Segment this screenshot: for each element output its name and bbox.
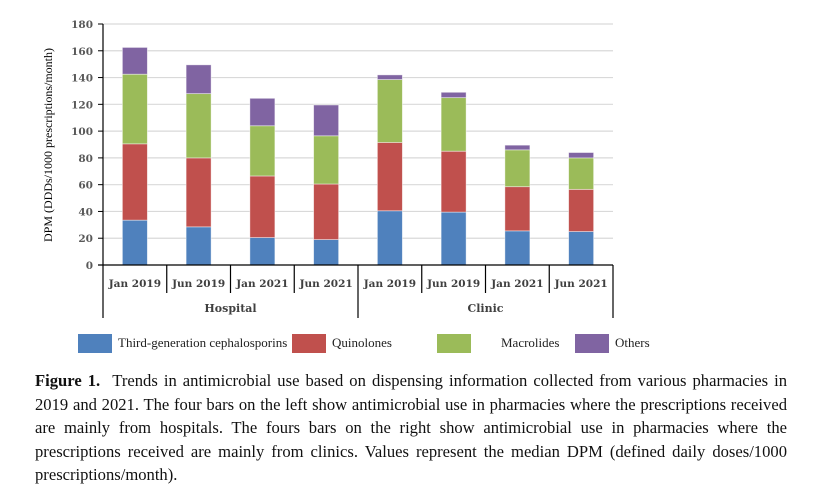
stacked-bar-chart: 0 20 40 60 80 100 120 140 160 180 Jan 2019 Jun 201… (41, 19, 614, 318)
legend: Third-generation cephalosporins Quinolon… (78, 333, 650, 353)
y-tick-label: 40 (78, 206, 93, 218)
x-group-labels: Hospital Clinic (204, 302, 503, 315)
bar-segment-others (185, 64, 212, 95)
legend-swatch-macrolides (437, 333, 471, 353)
caption-label: Figure 1. (35, 371, 101, 390)
legend-swatch-cephalosporins (78, 333, 112, 353)
bar-segment-macrolides (185, 93, 212, 159)
bar-segment-others (313, 104, 340, 137)
legend-item-macrolides: Macrolides (437, 333, 559, 353)
x-category-label: Jun 2021 (554, 278, 608, 290)
legend-item-others: Others (575, 333, 650, 353)
bar-segment-others (249, 97, 276, 127)
bar-segment-quinolones (440, 150, 467, 213)
bar-segment-quinolones (313, 183, 340, 240)
x-category-label: Jun 2019 (426, 278, 480, 290)
legend-item-cephalosporins: Third-generation cephalosporins (78, 333, 287, 353)
bar-segment-quinolones (568, 188, 595, 232)
bar-segment-cephalosporins (504, 230, 531, 266)
x-category-label: Jan 2021 (235, 278, 288, 290)
y-tick-labels: 0 20 40 60 80 100 120 140 160 180 (71, 19, 93, 272)
legend-swatch-quinolones (292, 333, 326, 353)
x-category-label: Jan 2019 (108, 278, 161, 290)
legend-label-cephalosporins: Third-generation cephalosporins (118, 335, 288, 350)
bar-segment-macrolides (568, 157, 595, 190)
y-tick-label: 80 (78, 153, 93, 165)
bar-segment-quinolones (376, 142, 403, 212)
bar-segment-cephalosporins (313, 239, 340, 266)
bar-segment-cephalosporins (440, 211, 467, 266)
legend-item-quinolones: Quinolones (292, 333, 392, 353)
legend-label-quinolones: Quinolones (332, 335, 392, 350)
gridlines (103, 23, 613, 239)
legend-swatch-others (575, 333, 609, 353)
bar-segment-macrolides (313, 135, 340, 185)
bar-segment-macrolides (440, 97, 467, 152)
x-category-label: Jan 2021 (490, 278, 543, 290)
bars (121, 47, 595, 266)
y-tick-label: 0 (86, 260, 93, 272)
y-axis-label: DPM (DDDs/1000 prescriptions/month) (41, 48, 55, 242)
y-tick-label: 100 (71, 126, 93, 138)
y-tick-label: 20 (78, 233, 93, 245)
y-tick-label: 120 (71, 99, 93, 111)
bar-segment-macrolides (249, 125, 276, 177)
bar-segment-others (376, 74, 403, 80)
bar-segment-cephalosporins (249, 237, 276, 266)
bar-segment-macrolides (121, 73, 148, 145)
x-group-label-clinic: Clinic (468, 302, 504, 315)
x-category-labels: Jan 2019 Jun 2019 Jan 2021 Jun 2021 Jan 2019… (108, 278, 608, 290)
x-category-label: Jun 2021 (299, 278, 353, 290)
bar-segment-quinolones (185, 157, 212, 228)
bar-segment-cephalosporins (568, 231, 595, 266)
caption-text: Trends in antimicrobial use based on dis… (35, 371, 788, 485)
x-group-label-hospital: Hospital (204, 302, 256, 315)
bar-segment-others (440, 91, 467, 99)
bar-segment-cephalosporins (121, 219, 148, 266)
bar-segment-macrolides (376, 79, 403, 143)
y-tick-label: 60 (78, 180, 93, 192)
bar-segment-quinolones (504, 186, 531, 232)
legend-label-others: Others (615, 335, 650, 350)
bar-segment-macrolides (504, 149, 531, 188)
bar-segment-cephalosporins (376, 210, 403, 266)
bar-segment-cephalosporins (185, 226, 212, 266)
bar-segment-others (121, 47, 148, 75)
bar-segment-quinolones (249, 175, 276, 238)
figure-caption: Figure 1. Trends in antimicrobial use ba… (35, 369, 787, 487)
x-category-label: Jun 2019 (171, 278, 225, 290)
axes (98, 23, 614, 318)
x-category-label: Jan 2019 (363, 278, 416, 290)
y-tick-label: 160 (71, 46, 93, 58)
y-tick-label: 180 (71, 19, 93, 31)
bar-segment-quinolones (121, 143, 148, 221)
bar-segment-others (504, 144, 531, 151)
legend-label-macrolides: Macrolides (501, 335, 560, 350)
bar-segment-others (568, 152, 595, 159)
y-tick-label: 140 (71, 73, 93, 85)
